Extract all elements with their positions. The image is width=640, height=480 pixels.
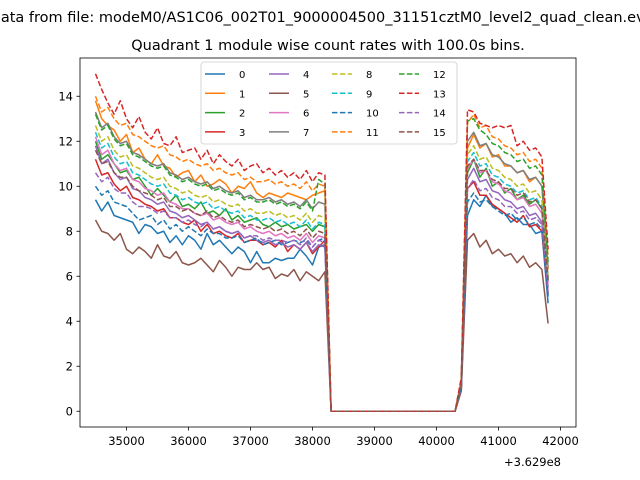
series-line-3: [94, 158, 549, 412]
legend-label-1: 1: [239, 89, 245, 100]
x-tick-label: 41000: [480, 434, 517, 448]
legend-label-8: 8: [366, 70, 372, 81]
series-line-5: [94, 219, 549, 412]
y-tick-label: 6: [66, 269, 73, 283]
series-line-1: [94, 100, 549, 412]
x-tick-label: 35000: [108, 434, 145, 448]
y-tick-label: 14: [58, 89, 73, 103]
x-tick-label: 38000: [294, 434, 331, 448]
legend-label-3: 3: [239, 128, 245, 139]
x-tick-label: 39000: [356, 434, 393, 448]
legend-label-12: 12: [433, 70, 446, 81]
figure-suptitle: Data from file: modeM0/AS1C06_002T01_900…: [0, 10, 640, 26]
series-lines: [94, 73, 549, 412]
series-line-14: [94, 172, 549, 412]
legend-label-5: 5: [303, 89, 309, 100]
legend-label-14: 14: [433, 109, 446, 120]
series-line-10: [94, 185, 549, 412]
legend-label-9: 9: [366, 89, 372, 100]
x-tick-label: 36000: [170, 434, 207, 448]
chart-title: Quadrant 1 module wise count rates with …: [131, 38, 525, 54]
x-offset-label: +3.629e8: [504, 455, 561, 469]
y-tick-label: 0: [66, 404, 73, 418]
series-line-12: [94, 113, 549, 412]
x-tick-label: 40000: [418, 434, 455, 448]
series-line-11: [94, 95, 549, 412]
y-tick-label: 10: [58, 179, 73, 193]
y-tick-label: 2: [66, 359, 73, 373]
legend-label-10: 10: [366, 109, 379, 120]
x-tick-label: 37000: [232, 434, 269, 448]
series-line-8: [94, 125, 549, 412]
y-axis: 0 2 4 6 8 10 12 14: [58, 89, 80, 418]
series-line-7: [94, 111, 549, 412]
legend-label-13: 13: [433, 89, 446, 100]
legend-label-4: 4: [303, 70, 309, 81]
legend-label-11: 11: [366, 128, 379, 139]
x-tick-label: 42000: [542, 434, 579, 448]
legend-label-15: 15: [433, 128, 446, 139]
series-line-4: [94, 145, 549, 412]
series-line-9: [94, 131, 549, 412]
legend-label-6: 6: [303, 109, 309, 120]
y-tick-label: 4: [66, 314, 73, 328]
x-axis: 35000 36000 37000 38000 39000 40000 41000 42000: [108, 427, 579, 448]
legend-box: [200, 61, 458, 145]
series-line-13: [94, 73, 549, 412]
legend-label-7: 7: [303, 128, 309, 139]
y-tick-label: 12: [58, 134, 73, 148]
legend-label-0: 0: [239, 70, 245, 81]
axes-frame: [79, 57, 577, 428]
legend-label-2: 2: [239, 109, 245, 120]
y-tick-label: 8: [66, 224, 73, 238]
series-line-15: [94, 149, 549, 412]
